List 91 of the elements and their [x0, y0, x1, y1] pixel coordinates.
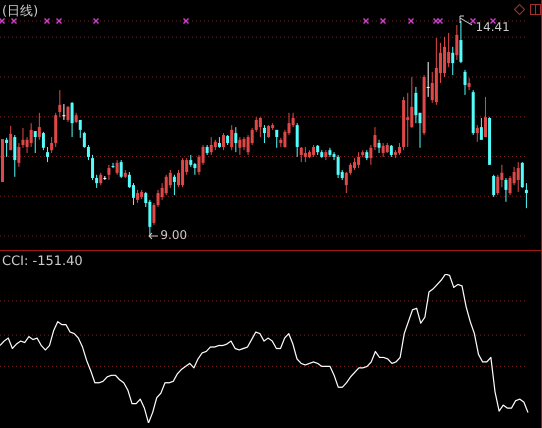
candlestick: [316, 144, 320, 156]
candlestick: [464, 69, 467, 96]
candlestick: [152, 202, 156, 226]
candlestick: [304, 146, 307, 163]
candlestick: [373, 126, 376, 151]
candlestick: [230, 124, 234, 151]
candlestick: [430, 71, 434, 104]
candlestick: [426, 61, 430, 98]
candlestick: [451, 46, 454, 76]
candlestick: [62, 104, 66, 120]
candlestick: [353, 158, 356, 171]
candlestick: [78, 119, 82, 138]
candlestick: [258, 116, 262, 138]
candlestick: [34, 130, 37, 154]
candlestick: [492, 174, 496, 198]
candlestick: [468, 77, 471, 91]
candlestick: [70, 102, 74, 138]
candlestick: [136, 189, 140, 204]
candlestick: [406, 92, 410, 148]
candlestick: [107, 164, 110, 180]
candlestick: [382, 142, 385, 158]
candlestick: [455, 24, 458, 60]
annotation: 14.41: [475, 20, 510, 34]
candlestick: [50, 136, 54, 154]
candlestick: [369, 144, 372, 166]
candlestick: [410, 76, 414, 128]
candlestick: [476, 124, 479, 142]
candlestick: [218, 136, 221, 148]
candlestick: [336, 154, 340, 178]
candlestick: [30, 122, 33, 148]
candlestick: [17, 142, 20, 168]
candlestick: [324, 150, 328, 161]
candlestick: [193, 162, 196, 176]
candlestick: [504, 177, 508, 202]
candlestick: [484, 96, 487, 138]
candlestick: [21, 127, 24, 148]
candlestick: [226, 134, 230, 146]
candlestick: [254, 116, 258, 132]
candlestick: [206, 144, 209, 156]
candlestick: [46, 146, 50, 163]
chart-title: CCI: -151.40: [2, 254, 83, 269]
annotation: 9.00: [160, 228, 188, 242]
candlestick: [214, 139, 217, 151]
candlestick: [459, 21, 462, 64]
candlestick: [300, 146, 303, 163]
candlestick: [344, 172, 348, 194]
candlestick: [267, 124, 270, 138]
candlestick: [524, 182, 528, 209]
candlestick: [312, 144, 316, 158]
candlestick: [120, 160, 123, 178]
candlestick: [210, 136, 213, 156]
candlestick: [414, 86, 418, 124]
candlestick: [398, 142, 402, 156]
candlestick: [5, 137, 8, 158]
candlestick: [378, 139, 381, 154]
candlestick: [516, 162, 520, 192]
candlestick: [328, 147, 332, 158]
candlestick: [296, 122, 299, 158]
candlestick: [242, 136, 246, 151]
candlestick: [91, 154, 94, 180]
candlestick: [386, 142, 389, 154]
candlestick: [480, 117, 483, 140]
candlestick: [82, 131, 86, 148]
candlestick: [508, 175, 512, 196]
candlestick: [95, 174, 98, 188]
candlestick: [365, 150, 368, 161]
candlestick: [357, 152, 360, 169]
candlestick: [262, 124, 266, 144]
candlestick: [348, 162, 352, 176]
candlestick: [156, 189, 160, 208]
candlestick: [42, 131, 45, 151]
candlestick: [275, 129, 278, 148]
candlestick: [164, 174, 168, 196]
candlestick: [74, 112, 78, 124]
candlestick: [189, 154, 192, 168]
candlestick: [238, 136, 242, 156]
candlestick: [496, 174, 500, 196]
candlestick: [58, 90, 62, 118]
candlestick: [13, 134, 16, 178]
candlestick: [86, 144, 90, 161]
candlestick: [140, 189, 144, 200]
candlestick: [9, 125, 12, 151]
candlestick: [234, 126, 238, 153]
candlestick: [390, 144, 393, 158]
candlestick: [222, 132, 226, 151]
candlestick: [38, 112, 41, 140]
candlestick: [172, 174, 176, 196]
candlestick: [66, 106, 70, 122]
candlestick: [99, 172, 102, 186]
chart-title: (日线): [2, 3, 38, 20]
candlestick: [116, 160, 119, 176]
